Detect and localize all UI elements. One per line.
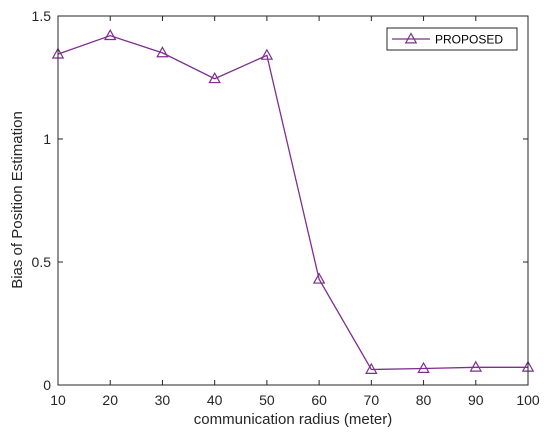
ticks-layer: 10 20 30 40 50 60 70 80 90 100 0 0.5 1 1.5 [32,8,540,408]
y-tick-label: 0 [43,377,51,393]
legend: PROPOSED [386,27,518,51]
x-tick-label: 70 [364,392,380,408]
data-point [469,360,483,372]
x-tick-label: 40 [207,392,223,408]
x-tick-label: 10 [50,392,66,408]
data-point [156,46,169,58]
legend-label-proposed: PROPOSED [435,33,503,47]
data-point [312,272,326,284]
data-point [260,48,274,60]
y-tick-label: 1.5 [32,8,52,24]
data-point [417,361,430,373]
axes-box [57,15,529,386]
x-tick-label: 30 [155,392,171,408]
x-tick-label: 80 [416,392,432,408]
x-tick-label: 90 [468,392,484,408]
series-layer [51,28,535,374]
x-axis-label: communication radius (meter) [194,411,392,428]
legend-box [386,27,518,51]
plot-area [58,16,528,385]
x-tick-label: 100 [516,392,540,408]
y-axis-label: Bias of Position Estimation [9,111,26,289]
x-tick-label: 50 [259,392,275,408]
legend-marker-proposed [404,32,418,44]
x-tick-label: 20 [102,392,118,408]
y-tick-label: 1 [43,131,51,147]
series-line-0 [57,34,528,371]
x-tick-label: 60 [311,392,327,408]
data-point [365,362,378,374]
data-point [208,72,221,84]
data-point [103,28,117,41]
y-tick-label: 0.5 [32,254,52,270]
